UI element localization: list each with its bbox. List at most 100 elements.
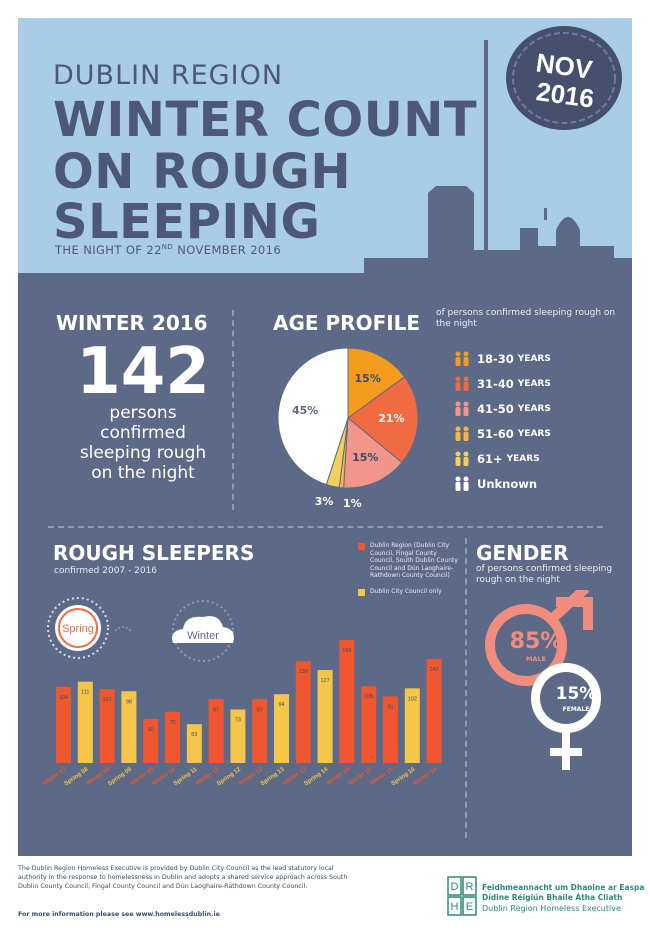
bar-value-label: 70: [169, 720, 175, 726]
people-icon: [455, 401, 469, 416]
dublin-skyline: [18, 40, 632, 293]
winter-title: WINTER 2016: [56, 311, 208, 335]
age-legend-unit: YEARS: [517, 429, 551, 439]
winter-description: persons confirmed sleeping rough on the …: [79, 403, 207, 483]
age-legend-item: 61+ YEARS: [453, 448, 540, 470]
bar: [317, 670, 333, 763]
bar: [56, 686, 71, 763]
age-legend-label: Unknown: [477, 477, 538, 491]
bar-value-label: 139: [299, 669, 308, 675]
bar-value-label: 87: [213, 707, 219, 713]
gender-subtitle: of persons confirmed sleeping rough on t…: [476, 564, 613, 585]
footer-description: The Dublin Region Homeless Executive is …: [18, 865, 348, 890]
legend-swatch-region: [358, 543, 365, 550]
people-icon: [455, 426, 469, 441]
bar-value-label: 142: [430, 667, 439, 673]
gender-title: GENDER: [476, 541, 569, 565]
cloud-icon: Winter: [172, 600, 234, 662]
bar-category-label: Winter 16: [413, 766, 439, 787]
bar-value-label: 91: [387, 704, 393, 710]
bar: [361, 686, 377, 763]
bar: [426, 659, 442, 763]
age-legend-label: 51-60: [477, 427, 514, 441]
bar: [295, 661, 311, 763]
bar: [121, 691, 137, 763]
bar: [143, 719, 159, 763]
bar: [383, 696, 398, 763]
bar-value-label: 98: [126, 699, 132, 705]
bar-value-label: 94: [278, 702, 284, 708]
age-profile-subtitle: of persons confirmed sleeping rough on t…: [436, 308, 616, 329]
gender-divider: [465, 538, 467, 838]
winter-count: 142: [76, 335, 210, 409]
season-icons: Spring Winter: [47, 597, 234, 662]
pie-slice-18-30: [347, 347, 406, 419]
logo-line-irish-2: Dídine Réigiún Bhaile Átha Cliath: [482, 893, 623, 902]
people-icon: [455, 376, 469, 391]
legend-dublin-city-label: Dublin City Council only: [370, 588, 442, 595]
bar: [230, 709, 246, 763]
pie-label-41-50: 15%: [352, 450, 379, 464]
sun-icon: Spring: [47, 597, 109, 659]
region-title: DUBLIN REGION: [53, 60, 284, 91]
bar: [339, 640, 355, 763]
gender-symbols: [485, 590, 601, 770]
main-title-line-3: SLEEPING: [53, 194, 321, 250]
infographic-poster: DUBLIN REGION WINTER COUNT ON ROUGH SLEE…: [18, 18, 632, 856]
date-stamp: NOV 2016: [506, 26, 622, 130]
bar-value-label: 60: [148, 727, 154, 733]
age-legend-item: Unknown: [453, 473, 537, 495]
age-legend-unit: YEARS: [506, 454, 540, 464]
age-legend-unit: YEARS: [517, 354, 551, 364]
legend-dublin-region: Dublin Region (Dublin City Council, Fing…: [358, 542, 458, 580]
age-legend-item: 41-50 YEARS: [453, 398, 551, 420]
logo-letter-r: R: [466, 881, 474, 893]
pie-label-51-60: 1%: [342, 496, 362, 510]
logo-line-english: Dublin Region Homeless Executive: [482, 904, 621, 913]
bar-category-label: Spring 11: [173, 766, 199, 787]
pie-label-61+: 3%: [314, 495, 334, 509]
main-title-line-1: WINTER COUNT: [53, 92, 478, 148]
female-label: FEMALE: [562, 706, 590, 713]
people-icon: [455, 351, 469, 366]
bar: [186, 724, 202, 763]
footer-more-info: For more information please see www.home…: [18, 911, 220, 918]
legend-swatch-city: [358, 589, 365, 596]
pie-slice-31-40: [347, 376, 419, 464]
bar: [404, 688, 420, 763]
male-percentage: 85%: [509, 629, 563, 654]
spring-label: Spring: [62, 623, 94, 635]
age-pie-chart: [277, 347, 419, 489]
age-legend-label: 31-40: [477, 377, 514, 391]
pie-slice-unknown: [277, 347, 349, 486]
rough-sleepers-title: ROUGH SLEEPERS: [53, 541, 255, 565]
count-date: THE NIGHT OF 22ND NOVEMBER 2016: [55, 243, 282, 257]
age-legend-item: 51-60 YEARS: [453, 423, 551, 445]
bar-value-label: 111: [81, 690, 89, 696]
bar-value-label: 53: [191, 732, 197, 738]
bar-value-label: 105: [364, 694, 373, 700]
people-icon: [455, 476, 469, 491]
bar-value-label: 168: [342, 648, 351, 654]
age-profile-title: AGE PROFILE: [273, 311, 421, 335]
bar: [252, 699, 268, 763]
bar: [274, 694, 289, 763]
bar-value-label: 101: [103, 697, 112, 703]
people-icon: [455, 451, 469, 466]
male-label: MALE: [525, 655, 547, 663]
bar-value-label: 73: [235, 718, 241, 724]
logo-letter-e: E: [466, 901, 473, 913]
age-legend-label: 61+: [477, 452, 503, 466]
legend-dublin-region-label: Dublin Region (Dublin City Council, Fing…: [370, 542, 458, 579]
pie-slice-41-50: [343, 416, 403, 489]
section-divider: [232, 310, 234, 510]
bar-value-label: 87: [257, 707, 263, 713]
bar: [99, 689, 115, 763]
age-legend-label: 18-30: [477, 352, 514, 366]
logo-letter-h: H: [451, 901, 459, 913]
drhe-logo-icon: D R H E: [447, 876, 477, 916]
logo-letter-d: D: [451, 881, 459, 893]
female-percentage: 15%: [555, 684, 597, 704]
bar: [77, 681, 93, 763]
